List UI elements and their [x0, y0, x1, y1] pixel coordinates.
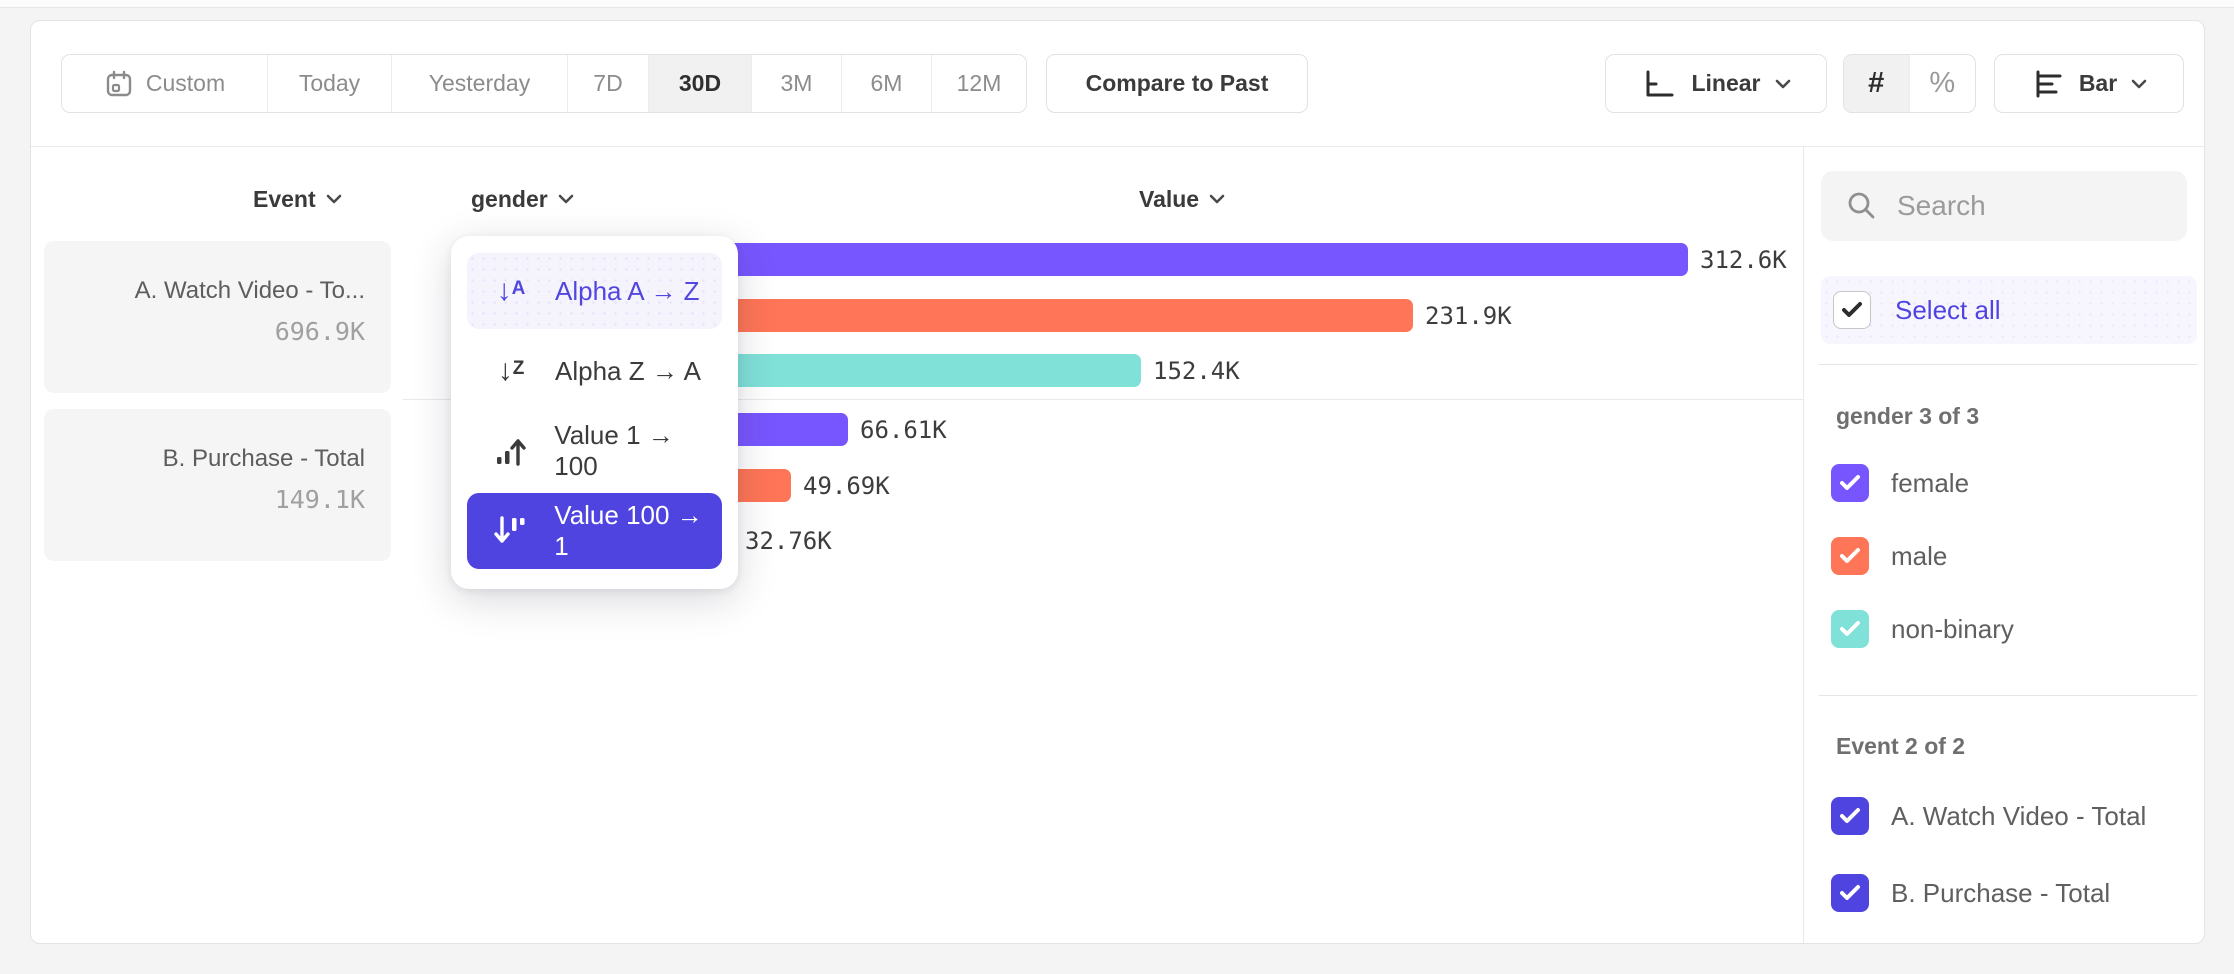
- filter-item-event-b[interactable]: B. Purchase - Total: [1831, 874, 2110, 912]
- nonbinary-checkbox[interactable]: [1831, 610, 1869, 648]
- search-placeholder: Search: [1897, 190, 1986, 221]
- event-total: 696.9K: [274, 317, 365, 346]
- checkmark-icon: [1840, 475, 1860, 490]
- linear-axis-icon: [1646, 70, 1674, 96]
- bar-value-label: 152.4K: [1153, 356, 1240, 385]
- sort-option-value-desc[interactable]: Value 100 → 1: [467, 493, 722, 569]
- date-range-custom[interactable]: Custom: [62, 55, 268, 112]
- section-title-event: Event 2 of 2: [1836, 733, 1966, 759]
- chevron-down-icon: [1775, 79, 1790, 88]
- bar-a-male[interactable]: [621, 299, 1413, 332]
- sort-value-asc-icon: [485, 435, 536, 467]
- calendar-icon: [106, 70, 132, 96]
- count-toggle-percent[interactable]: %: [1910, 55, 1976, 112]
- filter-item-nonbinary[interactable]: non-binary: [1831, 610, 2014, 648]
- search-input[interactable]: Search: [1821, 171, 2187, 241]
- sidebar-divider: [1803, 146, 1804, 944]
- checkmark-icon: [1842, 302, 1862, 317]
- filter-item-female[interactable]: female: [1831, 464, 1969, 502]
- chevron-down-icon: [558, 194, 573, 204]
- date-range-selector: Custom Today Yesterday 7D 30D 3M 6M 12M: [61, 54, 1027, 113]
- window-top-strip: [0, 0, 2234, 8]
- sort-dropdown-menu: ↓ A Alpha A → Z ↓ Z Alpha Z → A Value 1 → …: [451, 236, 738, 589]
- count-percent-toggle: # %: [1843, 54, 1976, 113]
- date-range-6m[interactable]: 6M: [842, 55, 932, 112]
- date-range-7d[interactable]: 7D: [568, 55, 649, 112]
- group-divider: [403, 399, 1803, 400]
- sidebar-section-divider: [1819, 364, 2197, 365]
- select-all-label: Select all: [1895, 294, 2001, 325]
- bar-row: 312.6K: [621, 243, 1787, 276]
- date-range-3m[interactable]: 3M: [752, 55, 842, 112]
- checkmark-icon: [1840, 621, 1860, 636]
- search-icon: [1848, 192, 1875, 219]
- select-all-checkbox[interactable]: [1833, 291, 1871, 329]
- checkmark-icon: [1840, 885, 1860, 900]
- bar-value-label: 231.9K: [1425, 301, 1512, 330]
- event-name: B. Purchase - Total: [162, 445, 365, 472]
- female-checkbox[interactable]: [1831, 464, 1869, 502]
- toolbar-divider: [31, 146, 2204, 147]
- compare-to-past-button[interactable]: Compare to Past: [1046, 54, 1308, 113]
- column-header-value[interactable]: Value: [1139, 181, 1225, 217]
- sort-alpha-desc-icon: ↓ Z: [497, 354, 525, 387]
- event-card-a[interactable]: A. Watch Video - To... 696.9K: [44, 241, 391, 393]
- section-title-gender: gender 3 of 3: [1836, 403, 1980, 429]
- chevron-down-icon: [1209, 194, 1225, 204]
- sort-option-value-asc[interactable]: Value 1 → 100: [467, 413, 722, 489]
- checkmark-icon: [1840, 548, 1860, 563]
- event-total: 149.1K: [274, 485, 365, 514]
- date-range-yesterday[interactable]: Yesterday: [392, 55, 568, 112]
- chevron-down-icon: [326, 194, 341, 204]
- event-card-b[interactable]: B. Purchase - Total 149.1K: [44, 409, 391, 561]
- bar-value-label: 32.76K: [745, 526, 832, 555]
- male-checkbox[interactable]: [1831, 537, 1869, 575]
- count-toggle-hash[interactable]: #: [1844, 55, 1910, 112]
- checkmark-icon: [1840, 808, 1860, 823]
- event-name: A. Watch Video - To...: [134, 277, 365, 304]
- sidebar-section-divider: [1819, 695, 2197, 696]
- select-all-row[interactable]: Select all: [1821, 276, 2197, 344]
- column-header-event[interactable]: Event: [253, 181, 342, 217]
- sort-option-alpha-az[interactable]: ↓ A Alpha A → Z: [467, 253, 722, 329]
- percent-icon: %: [1929, 67, 1956, 99]
- filter-item-event-a[interactable]: A. Watch Video - Total: [1831, 797, 2146, 835]
- sort-alpha-asc-icon: ↓ A: [496, 274, 526, 307]
- event-b-checkbox[interactable]: [1831, 874, 1869, 912]
- bar-value-label: 312.6K: [1700, 245, 1787, 274]
- date-range-30d[interactable]: 30D: [649, 55, 752, 112]
- filter-item-male[interactable]: male: [1831, 537, 1947, 575]
- report-card: Custom Today Yesterday 7D 30D 3M 6M 12M …: [30, 20, 2205, 944]
- sort-option-alpha-za[interactable]: ↓ Z Alpha Z → A: [467, 333, 722, 409]
- scale-selector-button[interactable]: Linear: [1605, 54, 1827, 113]
- bar-chart-icon: [2036, 70, 2062, 97]
- chart-type-button[interactable]: Bar: [1994, 54, 2184, 113]
- date-range-today[interactable]: Today: [268, 55, 392, 112]
- bar-value-label: 49.69K: [803, 471, 890, 500]
- column-header-gender[interactable]: gender: [471, 181, 574, 217]
- bar-a-female[interactable]: [621, 243, 1688, 276]
- hash-icon: #: [1868, 67, 1885, 99]
- bar-row: 231.9K: [621, 299, 1512, 332]
- chevron-down-icon: [2131, 79, 2147, 88]
- date-range-label: Custom: [145, 70, 226, 96]
- event-a-checkbox[interactable]: [1831, 797, 1869, 835]
- sort-value-desc-icon: [485, 515, 536, 547]
- bar-value-label: 66.61K: [860, 415, 947, 444]
- date-range-12m[interactable]: 12M: [956, 70, 1002, 96]
